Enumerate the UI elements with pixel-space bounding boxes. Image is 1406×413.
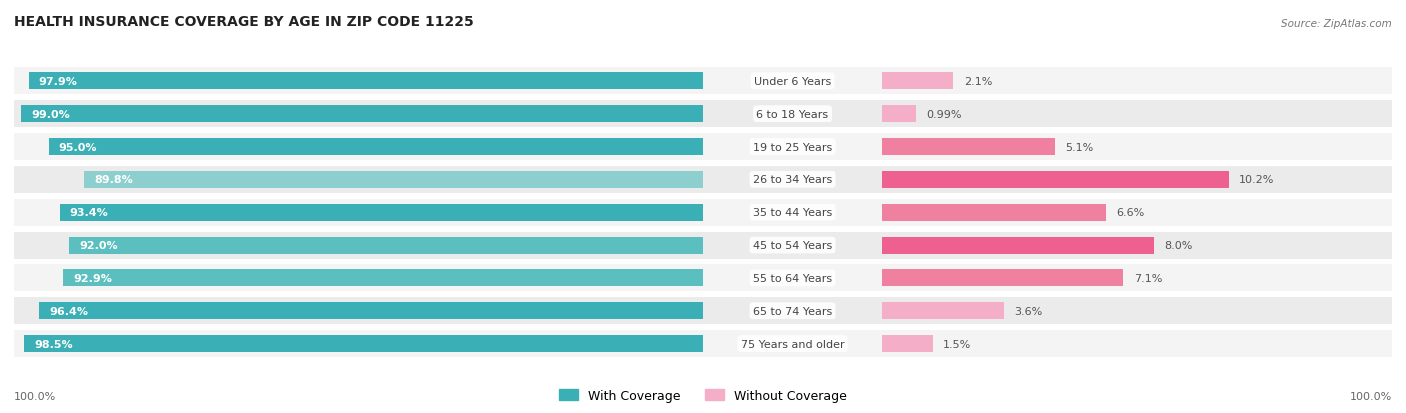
Text: 97.9%: 97.9% [39, 77, 77, 87]
Bar [882, 199, 1392, 226]
Bar [14, 232, 703, 259]
Bar [703, 68, 882, 95]
Bar [882, 101, 1392, 128]
Text: 8.0%: 8.0% [1164, 240, 1192, 250]
Text: 89.8%: 89.8% [94, 175, 134, 185]
Text: 100.0%: 100.0% [1350, 391, 1392, 401]
Text: HEALTH INSURANCE COVERAGE BY AGE IN ZIP CODE 11225: HEALTH INSURANCE COVERAGE BY AGE IN ZIP … [14, 15, 474, 29]
Text: 95.0%: 95.0% [59, 142, 97, 152]
Text: 45 to 54 Years: 45 to 54 Years [754, 240, 832, 250]
Text: 6 to 18 Years: 6 to 18 Years [756, 109, 828, 119]
Bar [21, 106, 703, 123]
Text: 55 to 64 Years: 55 to 64 Years [754, 273, 832, 283]
Bar [28, 73, 703, 90]
Bar [882, 171, 1229, 188]
Bar [882, 139, 1056, 156]
Bar [84, 171, 703, 188]
Text: 96.4%: 96.4% [49, 306, 89, 316]
Bar [14, 166, 703, 193]
Text: 2.1%: 2.1% [963, 77, 993, 87]
Bar [703, 199, 882, 226]
Bar [703, 265, 882, 292]
Bar [703, 134, 882, 161]
Bar [882, 68, 1392, 95]
Legend: With Coverage, Without Coverage: With Coverage, Without Coverage [554, 384, 852, 407]
Bar [882, 134, 1392, 161]
Bar [69, 237, 703, 254]
Text: 0.99%: 0.99% [927, 109, 962, 119]
Bar [14, 199, 703, 226]
Bar [24, 335, 703, 352]
Bar [703, 330, 882, 357]
Bar [882, 232, 1392, 259]
Bar [882, 106, 915, 123]
Bar [48, 139, 703, 156]
Bar [703, 101, 882, 128]
Bar [14, 265, 703, 292]
Text: 99.0%: 99.0% [31, 109, 70, 119]
Bar [39, 302, 703, 320]
Text: 35 to 44 Years: 35 to 44 Years [754, 208, 832, 218]
Text: 5.1%: 5.1% [1066, 142, 1094, 152]
Bar [882, 73, 953, 90]
Bar [14, 330, 703, 357]
Bar [882, 204, 1107, 221]
Bar [63, 270, 703, 287]
Text: 98.5%: 98.5% [35, 339, 73, 349]
Bar [59, 204, 703, 221]
Text: 92.0%: 92.0% [80, 240, 118, 250]
Text: 26 to 34 Years: 26 to 34 Years [754, 175, 832, 185]
Bar [882, 302, 1004, 320]
Text: 10.2%: 10.2% [1239, 175, 1274, 185]
Bar [882, 237, 1154, 254]
Bar [703, 166, 882, 193]
Bar [14, 101, 703, 128]
Text: Under 6 Years: Under 6 Years [754, 77, 831, 87]
Text: 7.1%: 7.1% [1133, 273, 1161, 283]
Bar [703, 298, 882, 325]
Text: 1.5%: 1.5% [943, 339, 972, 349]
Bar [882, 270, 1123, 287]
Bar [882, 335, 934, 352]
Text: 92.9%: 92.9% [73, 273, 112, 283]
Bar [14, 134, 703, 161]
Bar [882, 265, 1392, 292]
Bar [882, 298, 1392, 325]
Text: 75 Years and older: 75 Years and older [741, 339, 845, 349]
Bar [14, 298, 703, 325]
Text: Source: ZipAtlas.com: Source: ZipAtlas.com [1281, 19, 1392, 29]
Text: 93.4%: 93.4% [70, 208, 108, 218]
Text: 65 to 74 Years: 65 to 74 Years [754, 306, 832, 316]
Bar [14, 68, 703, 95]
Bar [703, 232, 882, 259]
Text: 100.0%: 100.0% [14, 391, 56, 401]
Text: 19 to 25 Years: 19 to 25 Years [754, 142, 832, 152]
Bar [882, 166, 1392, 193]
Text: 3.6%: 3.6% [1015, 306, 1043, 316]
Text: 6.6%: 6.6% [1116, 208, 1144, 218]
Bar [882, 330, 1392, 357]
